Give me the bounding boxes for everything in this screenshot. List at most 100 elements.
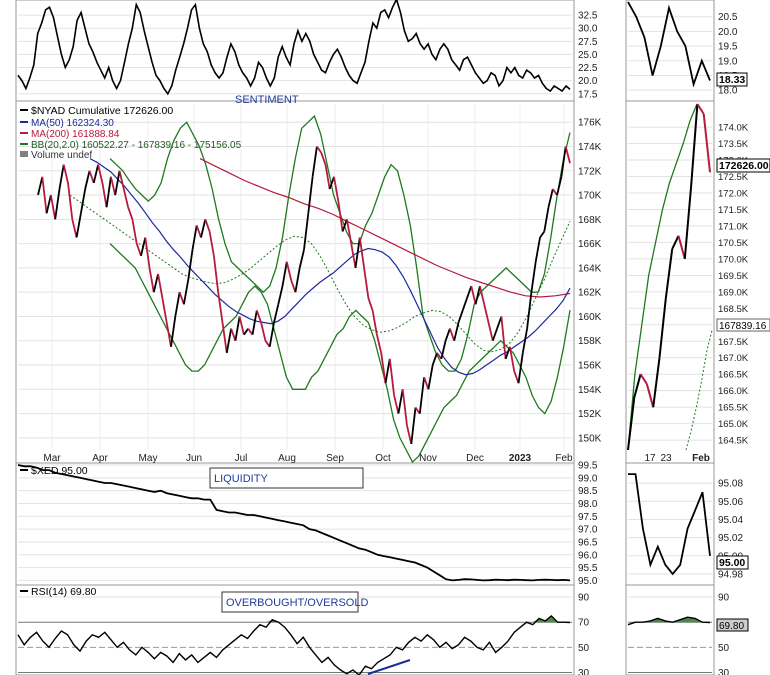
sentiment-y-tick: 25.0 [578,50,598,61]
nyad-zoom-y-tick: 169.0K [718,287,749,298]
nyad-line-segment [487,322,494,341]
nyad-line-segment [273,304,280,323]
nyad-y-tick: 150K [578,433,602,444]
nyad-y-tick: 154K [578,385,602,396]
x-axis-month-label: May [139,453,158,464]
nyad-line-segment [165,322,172,347]
nyad-line-segment [324,164,331,190]
nyad-zoom-line-segment [702,113,711,173]
nyad-zoom-line-segment [696,103,705,115]
nyad-zoom-y-tick: 170.5K [718,238,749,249]
xed-zoom-y-tick: 95.08 [718,479,743,490]
xed-y-tick: 98.0 [578,499,598,510]
xed-zoom-line [628,473,711,576]
nyad-line-segment [470,285,477,305]
nyad-line-segment [277,285,284,305]
xed-y-tick: 98.5 [578,486,598,497]
sentiment-y-tick: 20.0 [578,76,598,87]
bb-middle-line [69,194,571,353]
nyad-line-segment [453,322,460,341]
xed-y-tick: 99.5 [578,461,598,472]
sentiment-y-tick: 22.5 [578,63,598,74]
sentiment-last-value: 18.33 [719,74,745,86]
nyad-line-segment [135,243,142,257]
last-value-tags: 18.33 172626.00 167839.16 95.00 69.80 [716,72,770,632]
sentiment-annotation: SENTIMENT [235,94,299,106]
nyad-line-segment [393,395,400,414]
nyad-line-segment [58,164,65,190]
nyad-zoom-y-tick: 165.0K [718,419,749,430]
rsi-annotation-label: OVERBOUGHT/OVERSOLD [226,597,368,609]
legend-nyad: $NYAD Cumulative 172626.00 [31,105,173,117]
nyad-zoom-y-tick: 171.5K [718,205,749,216]
xed-line [17,464,571,582]
nyad-line-segment [367,297,374,311]
nyad-zoom-line-segment [627,397,636,451]
bb-middle-zoom-line [685,329,713,451]
nyad-y-tick: 160K [578,312,602,323]
rsi-y-tick: 70 [578,618,590,629]
nyad-line-segment [213,255,220,293]
zoom-x-axis-label: Feb [692,453,710,464]
bb-upper-zoom-line [627,103,698,451]
nyad-line-segment [84,170,91,190]
nyad-line-segment [217,292,224,323]
nyad-y-tick: 168K [578,215,602,226]
nyad-zoom-line-segment [671,235,680,250]
rsi-oversold-trendline [367,659,411,675]
nyad-line-segment [526,292,533,329]
zoom-x-axis-label: 17 [644,453,656,464]
sentiment-zoom-y-tick: 18.0 [718,86,738,97]
nyad-line-segment [294,267,301,293]
nyad-line-segment [496,316,503,329]
nyad-zoom-y-tick: 165.5K [718,403,749,414]
nyad-y-tick: 164K [578,263,602,274]
nyad-line-segment [328,176,335,190]
nyad-line-segment [461,297,468,311]
nyad-line-segment [504,346,511,360]
nyad-zoom-y-tick: 170.0K [718,254,749,265]
xed-last-value-box [716,555,749,570]
sentiment-line [17,0,571,96]
nyad-line-segment [474,285,481,305]
nyad-line-segment [436,352,443,360]
nyad-line-segment [140,237,147,257]
nyad-zoom-y-tick: 166.0K [718,386,749,397]
xed-y-tick: 95.0 [578,576,598,587]
nyad-line-segment [539,230,546,239]
x-axis-month-label: Feb [555,453,573,464]
nyad-line-segment [157,273,164,299]
nyad-line-segment [148,267,155,293]
nyad-line-segment [346,219,353,244]
nyad-line-segment [423,376,430,390]
rsi-y-tick: 50 [578,643,590,654]
nyad-y-tick: 172K [578,166,602,177]
nyad-y-tick: 158K [578,336,602,347]
x-axis-month-label: Nov [419,453,437,464]
series-layer [17,0,711,675]
rsi-zoom-frame [625,584,715,675]
nyad-line-segment [268,322,275,347]
nyad-line-segment [251,310,258,335]
nyad-line-segment [337,200,344,232]
nyad-line-segment [466,285,473,299]
nyad-line-segment [80,188,87,214]
nyad-line-segment [208,231,215,256]
nyad-last-value-box [716,158,770,173]
xed-zoom-y-tick: 95.02 [718,533,743,544]
x-axis-month-label: Oct [375,453,391,464]
nyad-line-segment [174,292,181,317]
nyad-y-tick: 170K [578,191,602,202]
nyad-line-segment [50,194,57,220]
nyad-line-segment [530,261,537,293]
nyad-line-segment [427,364,434,390]
nyad-line-segment [358,237,365,269]
rsi-line [17,614,571,675]
nyad-line-segment [114,170,121,196]
legend-rsi: RSI(14) 69.80 [31,586,97,598]
nyad-line-segment [170,316,177,347]
nyad-line-segment [183,279,190,305]
nyad-line-segment [255,310,262,323]
rsi-zoom-line [627,616,711,626]
